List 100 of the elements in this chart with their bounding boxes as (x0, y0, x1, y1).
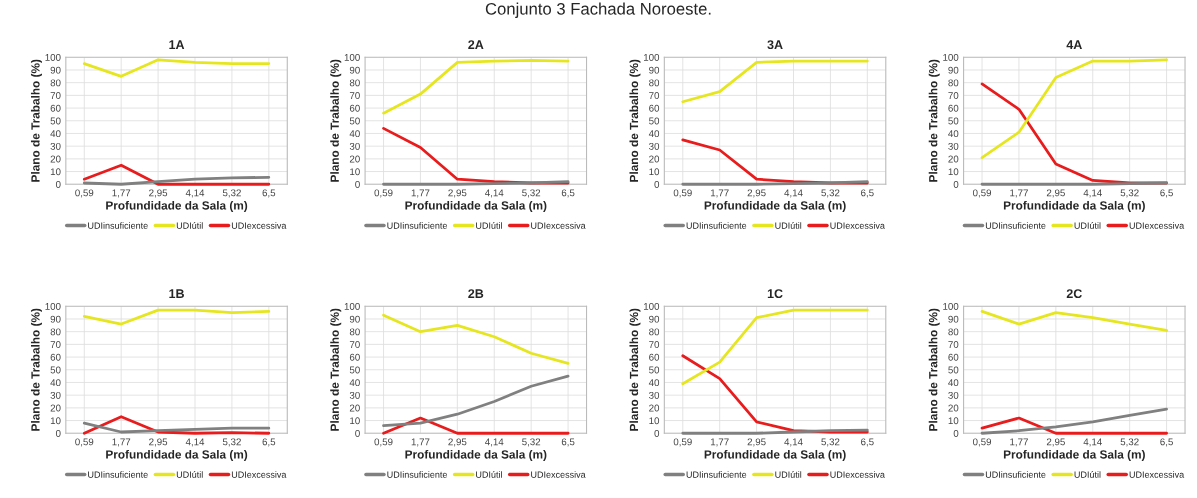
x-tick-label: 2,95 (149, 438, 168, 447)
x-tick-label: 6,5 (561, 438, 575, 447)
y-tick-label: 10 (50, 168, 61, 176)
x-tick-label: 4,14 (784, 189, 803, 198)
x-tick-label: 4,14 (485, 189, 504, 198)
y-tick-label: 70 (948, 92, 959, 99)
y-tick-label: 10 (350, 168, 360, 176)
chart-title: 2A (468, 40, 484, 49)
x-tick-label: 4,14 (784, 438, 803, 447)
y-axis-title: Plano de Trabalho (%) (30, 59, 42, 182)
y-tick-label: 20 (349, 404, 360, 412)
legend-label: UDIexcessiva (231, 222, 287, 229)
text: Conjunto 3 Fachada Noroeste. (485, 2, 711, 19)
y-tick-label: 50 (349, 117, 360, 125)
line-series (980, 58, 1168, 159)
y-tick-label: 30 (649, 391, 660, 399)
x-axis-title: Profundidade da Sala (m) (106, 200, 248, 212)
line-series (82, 175, 271, 186)
y-tick-label: 40 (648, 130, 660, 138)
y-tick-label: 50 (948, 366, 959, 374)
legend-label: UDIútil (176, 222, 203, 229)
chart-title: 2B (468, 289, 484, 298)
x-tick-label: 5,32 (821, 189, 840, 198)
y-tick-label: 70 (649, 92, 660, 99)
x-tick-label: 6,5 (262, 438, 276, 447)
y-tick-label: 90 (50, 66, 61, 74)
y-tick-label: 0 (55, 180, 61, 188)
legend-label: UDIexcessiva (1129, 471, 1185, 478)
y-tick-label: 90 (349, 315, 360, 323)
y-tick-label: 60 (948, 353, 959, 361)
legend-label: UDIinsuficiente (985, 471, 1046, 478)
chart-title: 1C (767, 289, 783, 299)
legend-label: UDIinsuficiente (387, 471, 448, 478)
line-series (82, 421, 271, 434)
x-tick-label: 1,77 (112, 189, 131, 198)
legend-label: UDIútil (476, 471, 502, 478)
y-tick-label: 90 (50, 315, 61, 323)
legend-label: UDIexcessiva (531, 471, 586, 478)
y-tick-label: 0 (953, 180, 959, 188)
x-axis-title: Profundidade da Sala (m) (405, 200, 547, 212)
y-tick-label: 0 (654, 429, 660, 437)
x-tick-label: 5,32 (1120, 438, 1139, 447)
y-tick-label: 60 (649, 353, 660, 361)
line-series (382, 59, 570, 115)
legend-label: UDIútil (476, 222, 502, 229)
y-tick-label: 80 (649, 328, 660, 336)
legend-label: UDIútil (1074, 222, 1101, 229)
y-axis-title: Plano de Trabalho (%) (928, 59, 940, 182)
y-tick-label: 50 (948, 117, 959, 125)
y-tick-label: 50 (50, 366, 61, 374)
y-tick-label: 0 (654, 180, 660, 188)
y-tick-label: 100 (45, 303, 61, 310)
x-tick-label: 6,5 (561, 189, 575, 198)
chart-title: 4A (1066, 40, 1082, 49)
y-tick-label: 80 (349, 79, 360, 87)
y-tick-label: 100 (45, 54, 61, 61)
line-series (382, 313, 570, 365)
legend-label: UDIinsuficiente (88, 222, 148, 229)
y-tick-label: 40 (948, 130, 959, 138)
y-tick-label: 50 (649, 366, 660, 374)
y-tick-label: 50 (50, 117, 61, 125)
y-tick-label: 100 (344, 54, 360, 61)
legend-label: UDIútil (775, 222, 802, 229)
legend-label: UDIinsuficiente (88, 471, 148, 478)
x-tick-label: 4,14 (185, 189, 205, 198)
x-tick-label: 6,5 (1160, 189, 1173, 198)
x-tick-label: 6,5 (861, 189, 874, 198)
x-tick-label: 0,59 (75, 189, 94, 198)
line-series (82, 58, 271, 78)
y-tick-label: 0 (355, 180, 360, 188)
y-tick-label: 50 (349, 366, 360, 374)
x-tick-label: 1,77 (1010, 438, 1028, 447)
y-tick-label: 60 (948, 104, 959, 112)
x-tick-label: 0,59 (673, 189, 692, 198)
y-tick-label: 30 (349, 142, 360, 150)
x-tick-label: 6,5 (262, 189, 276, 198)
y-axis-title: Plano de Trabalho (%) (928, 308, 940, 431)
x-tick-label: 1,77 (411, 189, 430, 198)
chart-title: 3A (767, 40, 783, 50)
x-tick-label: 5,32 (1120, 189, 1139, 198)
y-tick-label: 10 (350, 417, 360, 425)
x-tick-label: 0,59 (374, 438, 393, 447)
x-tick-label: 4,14 (185, 438, 205, 447)
x-axis-title: Profundidade da Sala (m) (1003, 200, 1145, 212)
line-series (681, 59, 869, 104)
x-tick-label: 4,14 (1083, 189, 1102, 198)
y-tick-label: 20 (649, 404, 660, 412)
x-tick-label: 2,95 (1046, 438, 1065, 447)
x-tick-label: 5,32 (821, 438, 840, 447)
y-tick-label: 70 (50, 341, 61, 348)
line-series (980, 407, 1168, 435)
y-tick-label: 80 (649, 79, 660, 87)
y-tick-label: 80 (948, 328, 959, 336)
y-tick-label: 70 (948, 341, 959, 348)
x-tick-label: 5,32 (222, 189, 241, 198)
y-tick-label: 20 (349, 155, 360, 163)
x-tick-label: 1,77 (1010, 189, 1028, 198)
x-axis-title: Profundidade da Sala (m) (106, 449, 248, 461)
x-axis-title: Profundidade da Sala (m) (704, 449, 846, 461)
y-tick-label: 40 (349, 379, 360, 387)
